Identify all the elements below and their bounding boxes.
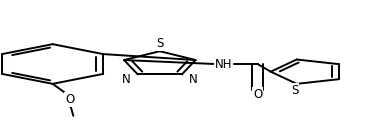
Text: NH: NH (215, 57, 232, 71)
Text: O: O (253, 88, 262, 101)
Text: N: N (122, 73, 131, 86)
Text: N: N (189, 73, 197, 86)
Text: S: S (156, 37, 164, 50)
Text: O: O (65, 93, 74, 106)
Text: S: S (291, 84, 299, 97)
